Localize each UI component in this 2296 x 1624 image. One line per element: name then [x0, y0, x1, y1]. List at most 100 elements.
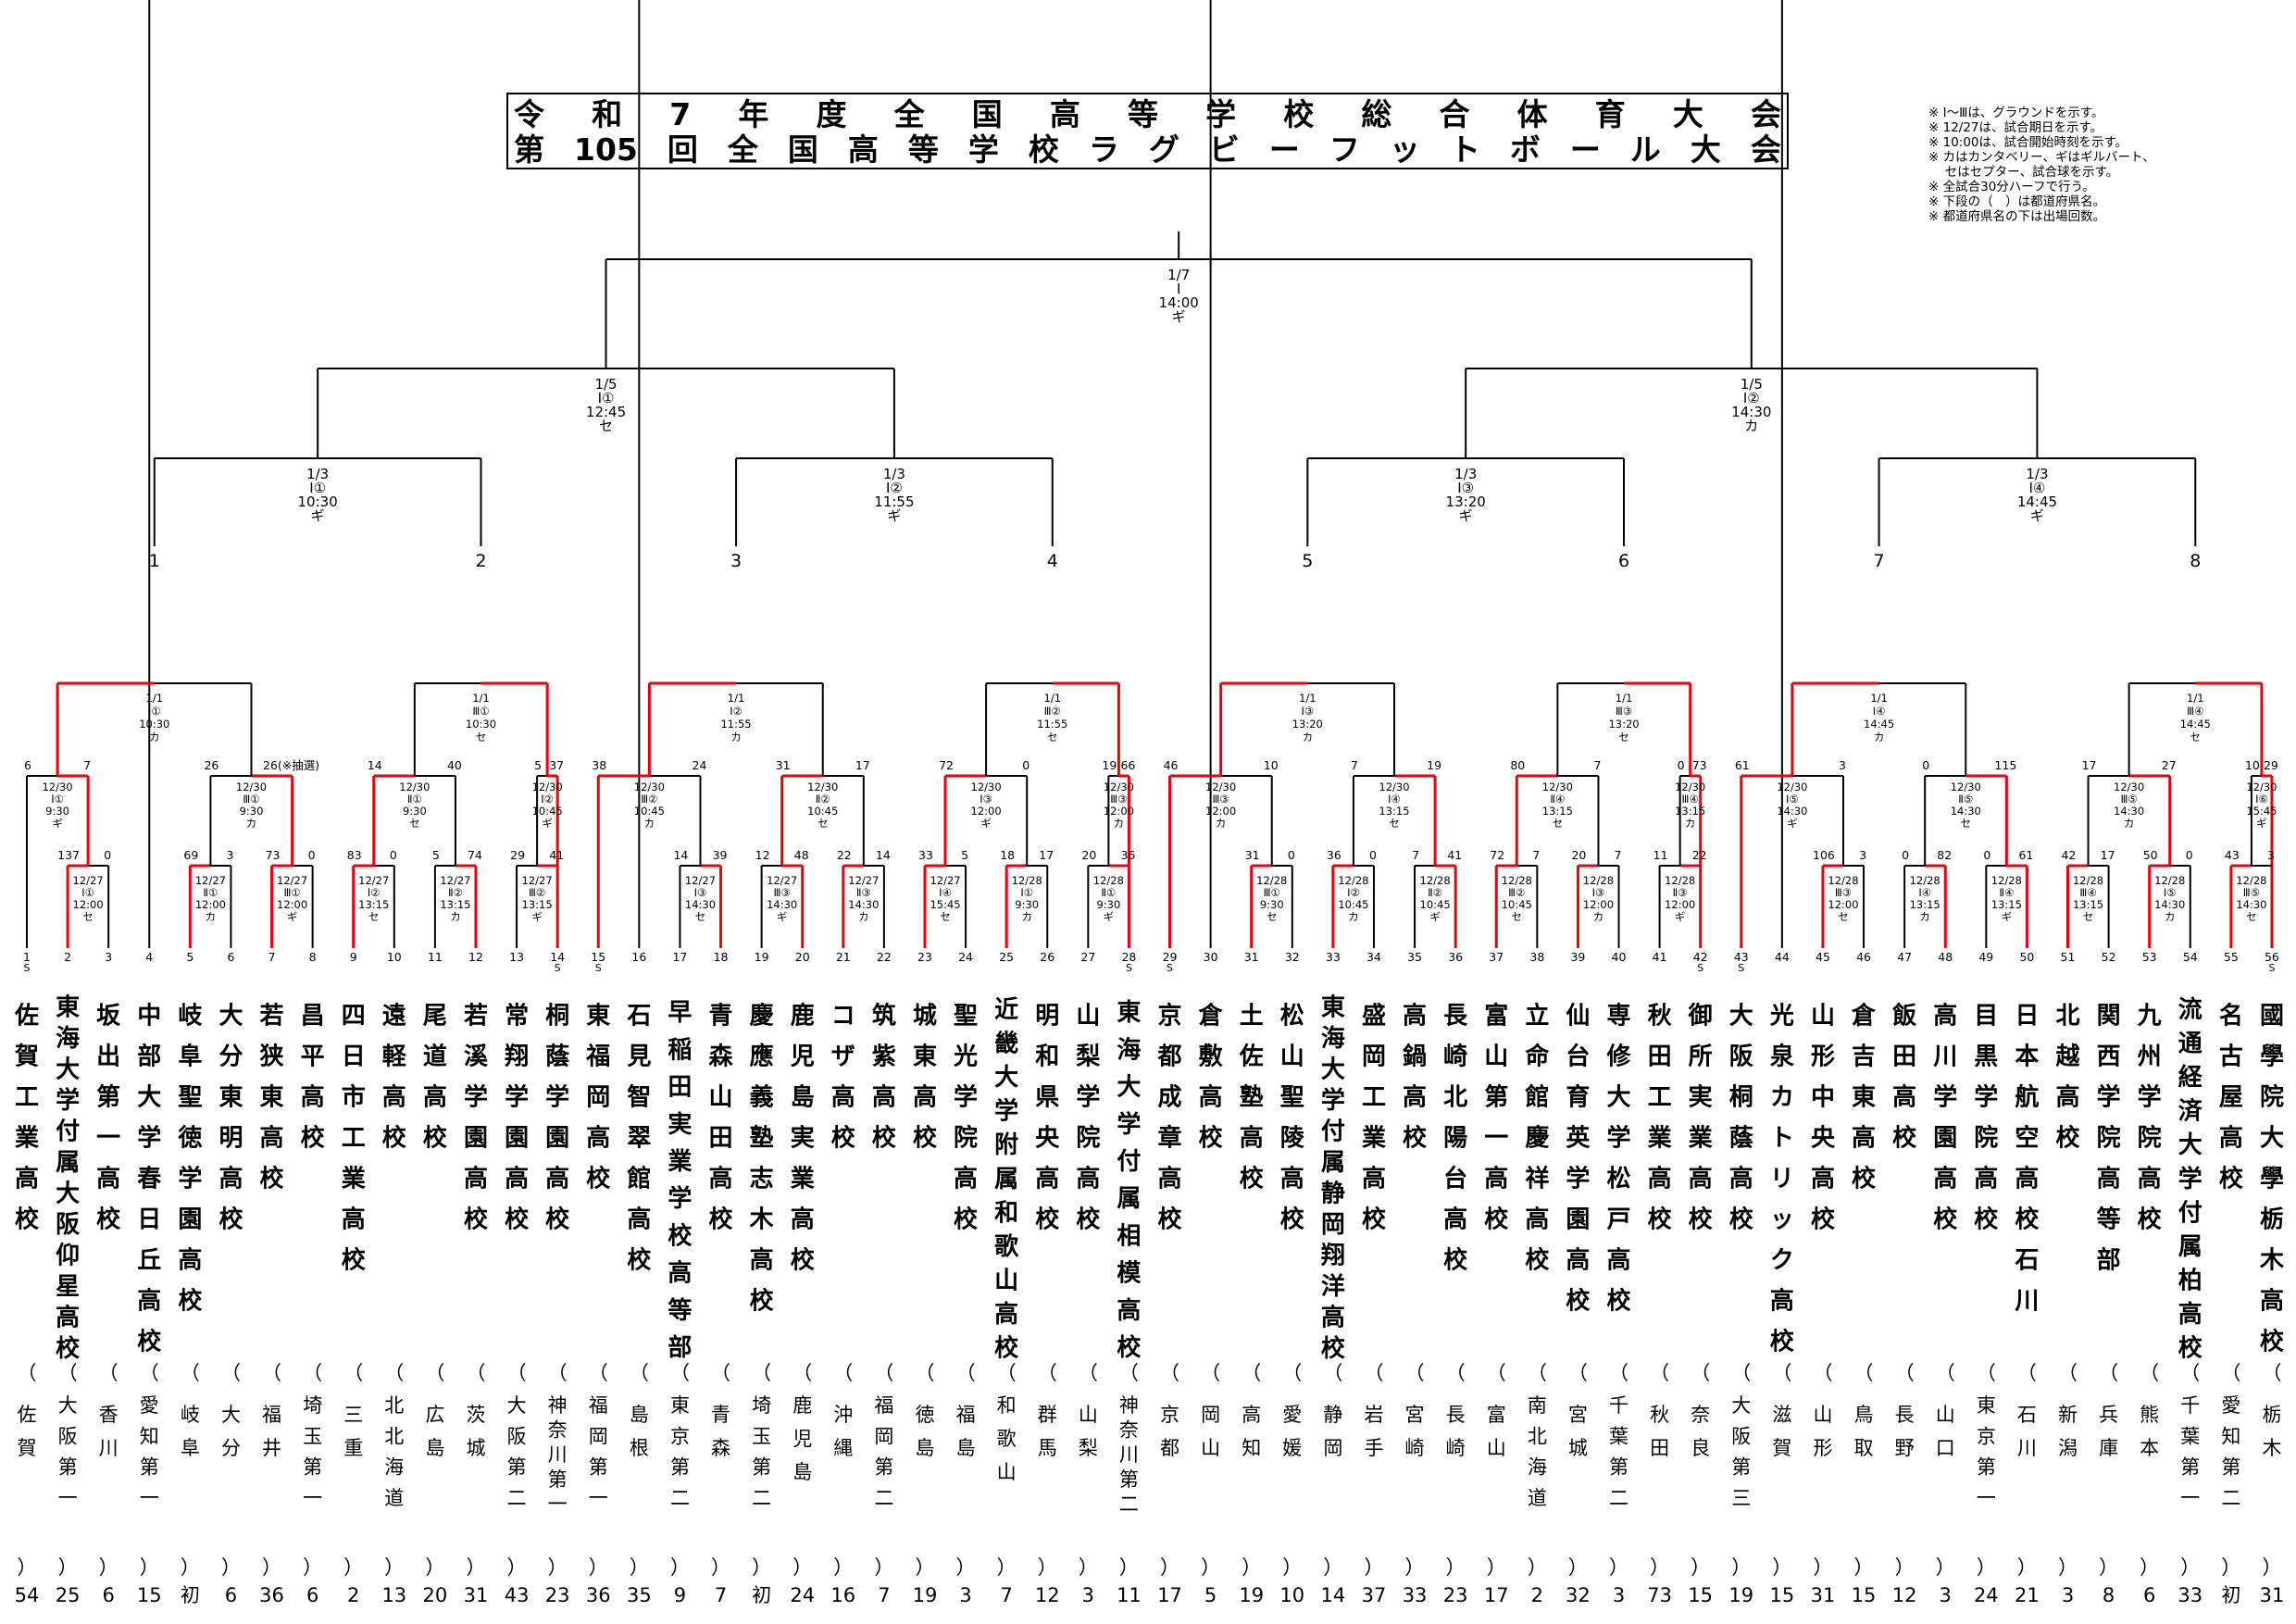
team-number: 6	[227, 950, 234, 964]
pref-char: 取	[1854, 1437, 1874, 1459]
pref-char: 第	[1977, 1456, 1996, 1479]
r16-info: Ⅰ④	[1873, 705, 1886, 718]
pref-char: 北	[384, 1425, 404, 1447]
r1-score: 73	[266, 848, 281, 862]
pref-char: 神	[1119, 1394, 1139, 1417]
team-name-char: 校	[586, 1164, 611, 1193]
pref-paren: ）	[630, 1556, 649, 1579]
r2-info: 12/30	[2114, 781, 2144, 793]
pref-paren: ）	[1813, 1556, 1832, 1579]
team-name-char: 学	[464, 1082, 488, 1111]
team-name-char: 校	[423, 1123, 448, 1152]
final-info: Ⅰ	[1177, 281, 1180, 297]
r1-score: 69	[183, 848, 198, 862]
team-name-char: 校	[464, 1205, 489, 1233]
team-name-char: 工	[342, 1124, 366, 1152]
r1-info: 12/28	[1012, 874, 1042, 887]
team-number: 37	[1489, 950, 1504, 964]
team-name-char: 高	[954, 1164, 978, 1193]
r1-score: 5	[961, 848, 968, 862]
team-name-char: 明	[1035, 1002, 1059, 1030]
pref-char: 奈	[1119, 1419, 1139, 1442]
qf-info: ギ	[2030, 507, 2044, 524]
pref-char: 野	[1895, 1437, 1915, 1459]
pref-char: 城	[1568, 1437, 1588, 1459]
team-name-char: 校	[1566, 1286, 1591, 1315]
team-name-char: 島	[791, 1083, 815, 1111]
team-name-char: 空	[2015, 1123, 2039, 1152]
team-name-char: 早	[668, 999, 692, 1027]
r16-info: セ	[1618, 731, 1629, 743]
team-name-char: 館	[627, 1164, 651, 1193]
r1-score: 5	[432, 848, 440, 862]
pref-char: 愛	[140, 1394, 159, 1417]
team-name-char: 佐	[14, 1002, 39, 1030]
pref-paren: ）	[262, 1556, 281, 1579]
pref-char: 岩	[1364, 1404, 1383, 1426]
pref-char: 庫	[2099, 1437, 2118, 1459]
r1-info: セ	[368, 910, 380, 923]
team-name-char: 付	[1321, 1118, 1345, 1145]
pref-char: 新	[2058, 1404, 2078, 1426]
pref-char: 崎	[1405, 1437, 1425, 1459]
r2-score: 0	[1678, 758, 1685, 772]
team-name-char: 学	[1933, 1082, 1957, 1111]
team-number: 23	[917, 950, 932, 964]
team-name-char: 業	[1689, 1124, 1713, 1152]
pref-paren: ）	[711, 1556, 730, 1579]
team-name-char: 校	[1443, 1245, 1468, 1274]
title-char: 105	[574, 131, 638, 168]
pref-char: 山	[1201, 1437, 1220, 1459]
pref-paren: ）	[874, 1556, 893, 1579]
r16-info: 1/1	[1616, 692, 1633, 705]
team-name-char: 高	[1770, 1286, 1794, 1315]
pref-paren: ）	[589, 1556, 608, 1579]
r1-info: セ	[1838, 910, 1849, 923]
r1-info: ギ	[1675, 910, 1686, 923]
qf-slot-number: 4	[1047, 551, 1058, 571]
pref-paren: （	[711, 1362, 730, 1384]
team-name-char: 丘	[137, 1246, 161, 1274]
pref-char: 長	[1446, 1404, 1466, 1426]
team-name-char: 昌	[301, 1002, 325, 1030]
pref-char: 北	[384, 1394, 404, 1417]
pref-char: 川	[548, 1443, 568, 1466]
team-name-char: 校	[2055, 1123, 2080, 1152]
team-number: 43	[1734, 950, 1749, 964]
pref-char: 第	[140, 1456, 159, 1479]
qf-info: ギ	[311, 507, 325, 524]
r2-info: ギ	[52, 817, 63, 830]
team-name-char: 高	[545, 1164, 569, 1193]
team-name-char: 遠	[382, 1002, 406, 1030]
team-name-char: 校	[1933, 1205, 1958, 1233]
pref-paren: ）	[2262, 1556, 2281, 1579]
pref-char: 京	[670, 1425, 690, 1447]
r1-info: 12/28	[1420, 874, 1451, 887]
team-name-char: 属	[1117, 1185, 1141, 1213]
r2-info: 15:45	[2246, 805, 2277, 818]
note-line: ※ Ⅰ～Ⅲは、グラウンドを示す。	[1928, 106, 2104, 120]
r2-info: ギ	[980, 817, 992, 830]
r1-info: Ⅰ②	[368, 886, 381, 899]
pref-char: 宮	[1405, 1404, 1425, 1426]
team-number: 11	[428, 950, 443, 964]
pref-char: 静	[1323, 1404, 1342, 1426]
pref-char: 山	[997, 1461, 1017, 1483]
r2-info: 12:00	[971, 805, 1002, 818]
pref-paren: （	[2221, 1362, 2240, 1384]
pref-paren: （	[548, 1362, 568, 1384]
team-name-char: 東	[586, 1002, 610, 1030]
team-name-char: 飯	[1892, 1001, 1916, 1030]
team-name-char: 東	[260, 1083, 284, 1111]
pref-char: 二	[1609, 1487, 1628, 1509]
title-char: 総	[1361, 96, 1392, 132]
pref-char: 島	[630, 1404, 649, 1426]
pref-char: 分	[221, 1437, 241, 1459]
pref-paren: ）	[2221, 1556, 2240, 1579]
appearance-count: 23	[545, 1584, 570, 1606]
r16-info: 1/1	[1870, 692, 1888, 705]
team-name-char: 実	[1689, 1082, 1713, 1111]
r2-info: 12:00	[1104, 805, 1134, 818]
r2-info: 12/30	[2246, 781, 2277, 793]
pref-char: 森	[711, 1437, 730, 1459]
